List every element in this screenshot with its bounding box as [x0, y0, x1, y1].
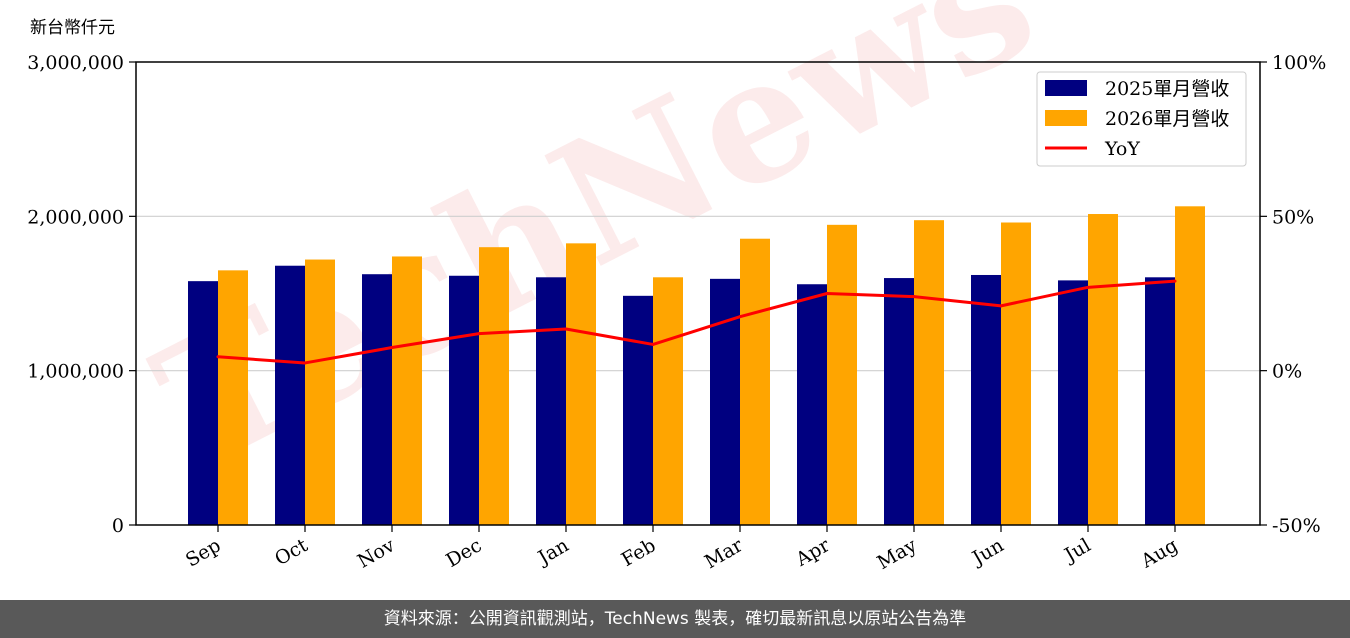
x-tick-label: Apr — [791, 534, 834, 571]
x-tick-label: Dec — [442, 534, 485, 572]
bar-2026單月營收-Dec — [479, 247, 509, 525]
bar-2025單月營收-Sep — [188, 281, 218, 525]
bar-2026單月營收-Jun — [1001, 222, 1031, 526]
bars — [188, 206, 1205, 526]
yoy-point-Jun — [999, 304, 1003, 308]
yoy-point-Mar — [738, 315, 742, 319]
bar-2025單月營收-Jun — [971, 274, 1001, 525]
yoy-point-Aug — [1173, 279, 1177, 283]
bar-2025單月營收-Dec — [449, 275, 479, 525]
yoy-line — [217, 279, 1176, 365]
left-tick-label: 1,000,000 — [27, 361, 124, 383]
bar-2025單月營收-Nov — [362, 274, 392, 525]
legend-swatch-2026 — [1045, 110, 1087, 126]
left-tick-label: 3,000,000 — [27, 52, 124, 74]
right-axis: -50% 0% 50% 100% — [1260, 52, 1326, 537]
right-tick-label: 100% — [1272, 52, 1326, 74]
x-tick-label: Jul — [1059, 534, 1094, 567]
yoy-line-layer — [216, 279, 1177, 365]
yoy-point-Jan — [564, 327, 568, 331]
x-tick-label: May — [874, 534, 921, 574]
bar-2025單月營收-Aug — [1145, 277, 1175, 525]
bar-2025單月營收-Feb — [623, 295, 653, 525]
plot-frame — [135, 61, 1261, 526]
bar-2025單月營收-Jul — [1058, 280, 1088, 525]
x-tick-label: Feb — [618, 534, 660, 571]
right-tick-label: 0% — [1272, 361, 1302, 383]
bar-2026單月營收-Sep — [218, 270, 248, 525]
left-tick-label: 2,000,000 — [27, 206, 124, 228]
legend-label-2025: 2025單月營收 — [1105, 78, 1229, 100]
yoy-point-Oct — [303, 361, 307, 365]
bar-2025單月營收-Apr — [797, 284, 827, 525]
yoy-point-Dec — [477, 332, 481, 336]
legend-box — [1036, 71, 1247, 167]
bar-2025單月營收-Oct — [275, 265, 305, 525]
yoy-point-Nov — [390, 346, 394, 350]
legend: 2025單月營收 2026單月營收 YoY — [1036, 71, 1247, 167]
bar-2026單月營收-Mar — [740, 238, 770, 525]
left-tick-label: 0 — [112, 515, 124, 537]
x-axis: Sep Oct Nov Dec Jan Feb Mar Apr May Jun Jul Aug — [182, 525, 1182, 574]
yoy-point-Feb — [651, 342, 655, 346]
x-tick-label: Jun — [967, 534, 1008, 570]
x-tick-label: Oct — [271, 534, 312, 570]
legend-swatch-2025 — [1045, 80, 1087, 96]
bar-2026單月營收-Aug — [1175, 206, 1205, 525]
legend-label-2026: 2026單月營收 — [1105, 108, 1229, 130]
bar-2025單月營收-May — [884, 278, 914, 525]
x-tick-label: Aug — [1137, 534, 1182, 573]
x-tick-label: Mar — [701, 534, 747, 573]
legend-label-yoy: YoY — [1104, 138, 1140, 160]
bar-2026單月營收-Jul — [1088, 214, 1118, 526]
bar-2026單月營收-Feb — [653, 277, 683, 525]
bar-2026單月營收-Nov — [392, 256, 422, 525]
yoy-point-May — [912, 295, 916, 299]
y-axis-unit-label: 新台幣仟元 — [30, 18, 115, 38]
x-tick-label: Sep — [182, 534, 225, 571]
right-tick-label: -50% — [1272, 515, 1321, 537]
bar-2026單月營收-May — [914, 220, 944, 526]
x-tick-label: Jan — [533, 534, 573, 570]
yoy-point-Sep — [216, 355, 220, 359]
bar-2026單月營收-Apr — [827, 224, 857, 526]
yoy-point-Jul — [1086, 285, 1090, 289]
bar-2025單月營收-Jan — [536, 277, 566, 525]
bar-2025單月營收-Mar — [710, 278, 740, 525]
yoy-point-Apr — [825, 292, 829, 295]
bar-2026單月營收-Oct — [305, 259, 335, 525]
x-tick-label: Nov — [354, 534, 399, 573]
left-axis: 0 1,000,000 2,000,000 3,000,000 — [27, 52, 136, 537]
right-tick-label: 50% — [1272, 206, 1314, 228]
bar-2026單月營收-Jan — [566, 243, 596, 525]
source-footer: 資料來源：公開資訊觀測站，TechNews 製表，確切最新訊息以原站公告為準 — [0, 600, 1350, 638]
